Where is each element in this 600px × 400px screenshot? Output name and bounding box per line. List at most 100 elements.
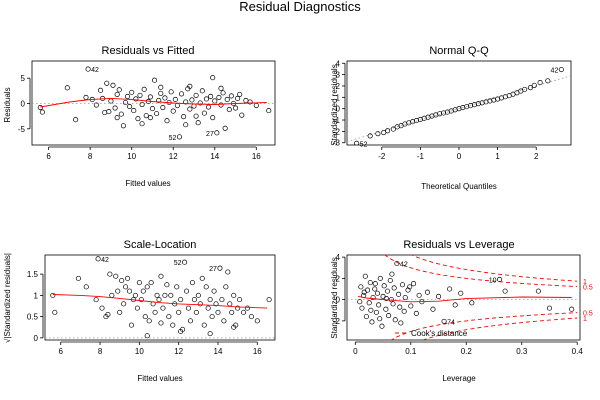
data-point [172,96,178,103]
data-point [187,106,193,112]
data-point [164,118,170,124]
data-point [197,100,203,106]
point-label: 27 [206,131,214,138]
data-point [399,282,406,288]
data-point [116,87,122,93]
data-point [106,109,112,115]
data-point [137,92,143,98]
y-tick-label: 0 [336,296,341,305]
data-point [218,102,224,108]
x-tick-label: 12 [174,347,183,356]
data-point [126,288,133,294]
data-point [109,292,115,298]
data-point [185,305,192,311]
data-point [424,289,430,295]
data-point [483,99,489,105]
data-point [266,108,272,114]
data-point [383,296,389,302]
data-point [229,309,235,315]
point-label: 10 [489,277,497,284]
data-point [97,87,104,93]
data-point [133,96,139,102]
data-point [112,105,118,111]
data-point [216,94,222,100]
data-point [396,291,402,297]
cooks-distance-contour [390,312,578,340]
data-point [124,93,131,99]
data-point [199,275,205,281]
data-point [391,285,397,291]
x-tick-label: 8 [98,347,103,356]
data-point [139,121,145,127]
data-point [183,288,190,294]
y-tick-label: -2 [333,127,341,136]
data-point [178,91,185,97]
data-point [468,103,474,109]
data-point [244,305,251,311]
data-point [178,328,184,335]
x-tick-label: 0 [457,152,462,161]
x-tick-label: 16 [253,347,262,356]
data-point [162,95,168,101]
point-label: 52 [169,135,177,142]
y-axis-label: Standardized residuals [330,257,339,338]
data-point [469,300,475,306]
data-point [377,316,383,322]
data-point [108,98,114,104]
data-point [114,115,120,121]
data-point [212,98,218,104]
smooth-line [40,97,267,108]
data-point [207,297,213,303]
panel-title: Scale-Location [124,239,197,251]
data-point [39,109,45,115]
data-point [147,115,153,121]
data-point [408,303,414,309]
plot-area: 6 8 10 12 14 16 -5 0 5 42 52 27 [18,60,276,161]
x-tick-label: 0.4 [572,347,584,356]
data-point [390,126,396,132]
data-point [397,304,403,310]
data-point [166,314,172,320]
data-point [384,288,391,294]
data-point [104,80,110,86]
x-tick-label: 0 [353,347,358,356]
data-point [441,110,447,116]
data-point [435,293,442,299]
data-point [119,277,125,284]
data-point [156,97,162,104]
x-tick-label: 0.1 [405,347,417,356]
x-tick-label: -2 [378,152,386,161]
data-point [354,140,360,145]
data-point [386,313,392,319]
plot-area: -2 -1 0 1 2 -3 -2 -1 0 1 2 3 4 52 42 [333,59,572,161]
data-point [430,306,436,312]
data-point [545,78,551,84]
cooks-distance-contour [421,317,578,340]
data-point [223,284,229,290]
data-point [232,105,239,111]
data-point [372,281,378,287]
x-tick-label: 6 [58,347,63,356]
qq-reference-line [347,75,571,142]
y-axis-label: Standardized residuals [330,64,339,145]
x-tick-label: -1 [417,152,425,161]
data-point [129,89,135,95]
data-point [154,111,160,117]
data-point [381,283,387,289]
data-point [135,116,141,122]
y-tick-label: 0.5 [27,313,39,322]
data-point [99,305,105,311]
data-point [146,318,152,324]
data-point [394,260,400,267]
data-point [460,104,466,111]
data-point [239,112,245,118]
data-point [75,275,81,281]
plot-frame [44,254,276,341]
plot-area: 6 8 10 12 14 16 0 0.5 1 1.5 42 52 27 [27,254,276,356]
data-point [144,333,150,339]
data-point [266,297,272,303]
panel-title: Residuals vs Fitted [102,45,195,57]
data-point [247,99,253,105]
data-point [148,280,154,286]
